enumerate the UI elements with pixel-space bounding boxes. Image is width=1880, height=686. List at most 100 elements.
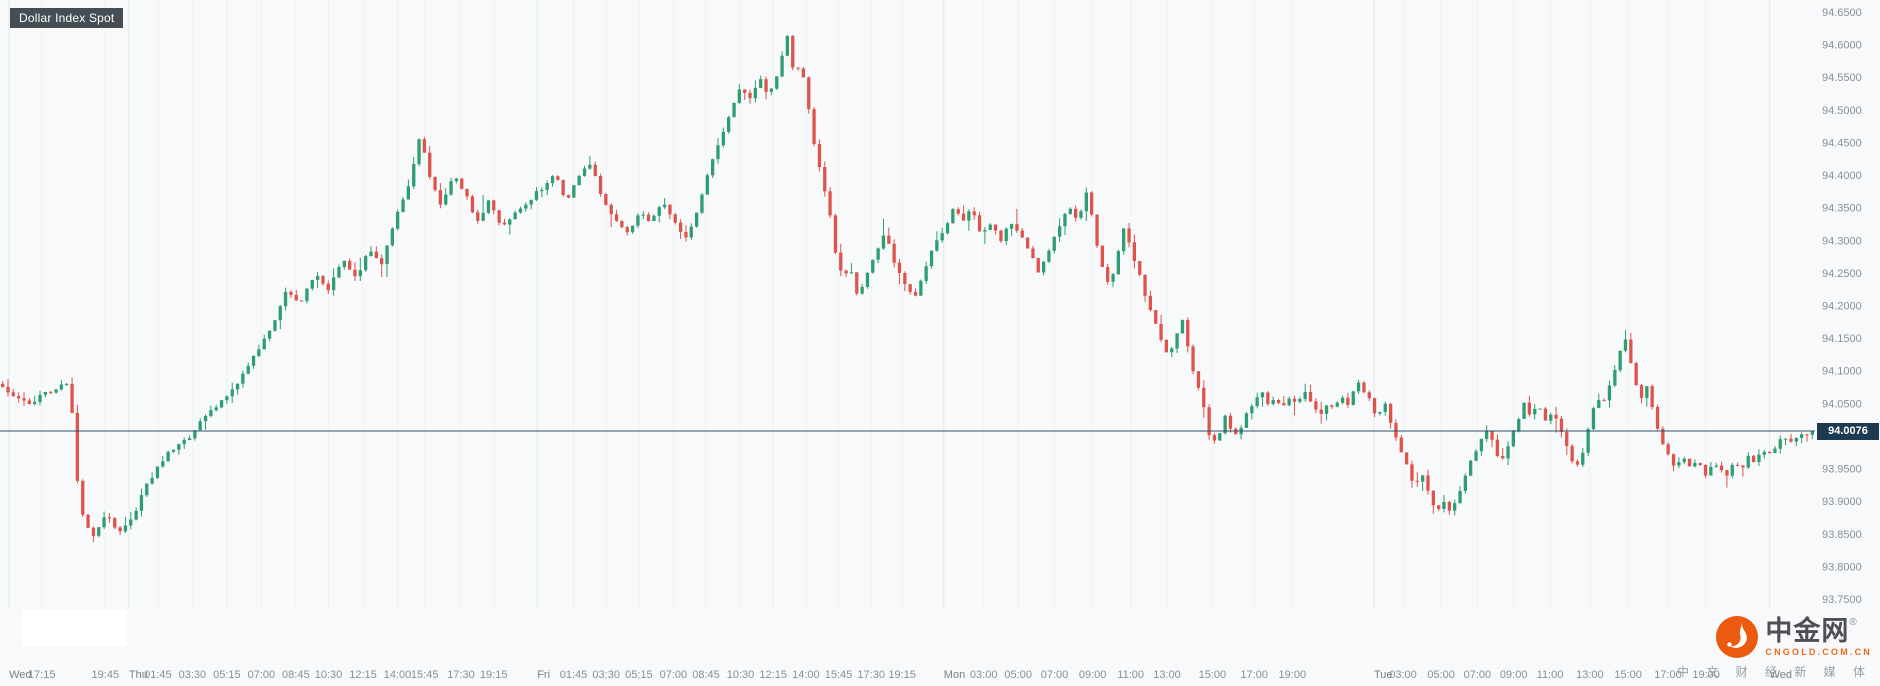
candle-body (1442, 502, 1446, 509)
candle-body (663, 204, 667, 208)
x-day-label: Fri (537, 669, 550, 681)
candle-body (1469, 460, 1473, 476)
x-time-label: 07:00 (1041, 669, 1069, 681)
candle-body (1196, 371, 1201, 388)
candle-body (1111, 274, 1115, 282)
x-time-label: 13:00 (1153, 669, 1181, 681)
candle-body (273, 320, 277, 331)
candle-body (1698, 463, 1702, 465)
candle-body (652, 215, 656, 221)
candle-body (235, 383, 240, 390)
candle-body (556, 176, 560, 180)
x-time-label: 13:00 (1576, 669, 1604, 681)
candle-body (230, 389, 234, 397)
candle-body (1319, 409, 1323, 414)
candle-body (1175, 333, 1179, 349)
candle-body (1036, 258, 1040, 273)
candle-body (566, 195, 571, 198)
x-time-label: 10:30 (315, 669, 343, 681)
candle-body (38, 394, 42, 402)
candle-body (486, 200, 491, 213)
candle-body (1298, 399, 1302, 402)
candle-body (1501, 456, 1505, 459)
y-tick-label: 93.9000 (1822, 496, 1862, 508)
candle-body (75, 412, 79, 481)
candle-body (358, 270, 362, 277)
candle-body (1709, 466, 1713, 476)
candle-body (529, 199, 533, 205)
candle-body (118, 527, 122, 532)
candle-body (1132, 242, 1136, 261)
candle-body (1703, 465, 1708, 476)
candle-body (1463, 475, 1467, 491)
x-time-label: 09:00 (1079, 669, 1107, 681)
candle-body (1495, 439, 1499, 456)
candle-body (1421, 475, 1425, 482)
candle-body (743, 89, 747, 93)
x-time-label: 17:00 (1654, 669, 1682, 681)
x-time-label: 07:00 (248, 669, 276, 681)
candle-body (289, 291, 293, 295)
candle-body (1052, 236, 1056, 251)
candle-body (1655, 406, 1660, 429)
x-time-label: 07:00 (1464, 669, 1492, 681)
candle-body (700, 194, 704, 213)
candle-body (604, 194, 608, 205)
x-time-label: 19:00 (1692, 669, 1720, 681)
candle-body (807, 77, 811, 110)
candle-body (913, 292, 918, 296)
candle-body (1607, 385, 1612, 401)
candle-body (1058, 226, 1062, 237)
candle-body (1426, 475, 1430, 491)
candle-body (428, 152, 432, 177)
cngold-logo: 中金网® CNGOLD.COM.CN 中 文 财 经 新 媒 体 (1677, 615, 1872, 680)
candle-body (1180, 320, 1185, 334)
candle-body (283, 291, 288, 307)
candle-body (1271, 400, 1275, 404)
candle-body (1677, 462, 1681, 466)
candle-body (348, 260, 352, 270)
y-tick-label: 94.1500 (1822, 333, 1862, 345)
candle-body (871, 259, 875, 273)
candle-body (1223, 415, 1227, 434)
cngold-logo-url: CNGOLD.COM.CN (1765, 646, 1872, 657)
candle-body (641, 214, 645, 216)
candle-body (1757, 454, 1761, 462)
candle-body (1383, 403, 1387, 412)
candle-body (1447, 502, 1451, 511)
candle-body (908, 284, 912, 292)
candle-body (999, 230, 1003, 242)
candle-body (1303, 392, 1307, 399)
candle-body (1207, 407, 1211, 436)
candle-body (892, 243, 896, 263)
candle-body (673, 214, 677, 223)
candle-body (11, 392, 15, 396)
y-tick-label: 94.3000 (1822, 235, 1862, 247)
candle-body (983, 230, 987, 232)
candle-body (1410, 464, 1414, 481)
candle-body (166, 451, 170, 462)
candle-body (785, 36, 789, 56)
candle-body (17, 396, 21, 399)
candle-body (1020, 230, 1024, 238)
x-time-label: 19:45 (92, 669, 120, 681)
candle-body (887, 235, 891, 244)
candle-body (1527, 402, 1531, 415)
x-time-label: 15:00 (1199, 669, 1227, 681)
candle-body (1164, 339, 1168, 353)
candle-body (1154, 310, 1158, 324)
candle-body (321, 275, 325, 284)
candle-body (444, 194, 448, 205)
candle-body (1159, 323, 1163, 340)
candle-body (497, 210, 501, 223)
candle-body (1122, 228, 1126, 252)
candle-body (561, 179, 565, 195)
x-time-label: 17:00 (1240, 669, 1268, 681)
x-time-label: 15:00 (1614, 669, 1642, 681)
candle-body (705, 175, 709, 195)
candle-body (1768, 451, 1772, 453)
candle-body (1591, 408, 1596, 430)
candle-body (198, 421, 202, 431)
